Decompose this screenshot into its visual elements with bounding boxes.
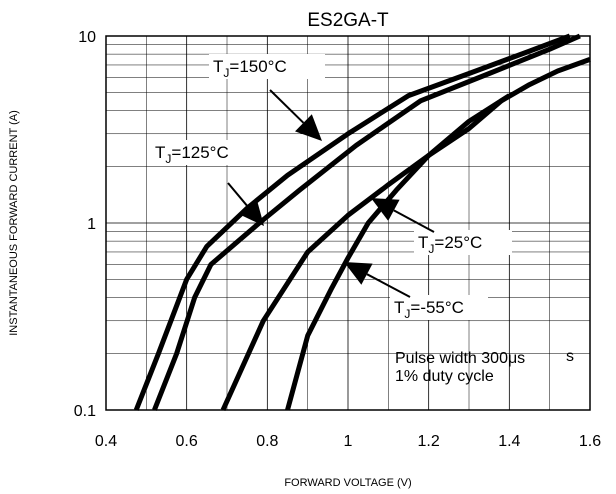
label-background [151, 140, 267, 165]
x-tick-label: 0.4 [95, 433, 117, 450]
y-tick-labels: 0.1 1 10 [74, 29, 96, 420]
arrow-shaft [393, 209, 435, 233]
x-tick-label: 1 [344, 433, 353, 450]
x-tick-label: 1.6 [579, 433, 601, 450]
series-line-4 [285, 93, 511, 411]
y-tick-label: 10 [78, 29, 96, 46]
arrow-head [344, 262, 373, 285]
arrow-shaft [227, 182, 249, 207]
x-tick-label: 0.8 [256, 433, 278, 450]
pulse-width-stray-s: s [566, 348, 574, 365]
series-label: TJ=25°C [418, 233, 482, 256]
y-tick-label: 1 [87, 216, 96, 233]
duty-cycle-note: 1% duty cycle [395, 368, 494, 385]
x-tick-labels: 0.4 0.6 0.8 1 1.2 1.4 1.6 [95, 433, 601, 450]
arrow-shaft [366, 273, 411, 298]
series-line-1 [133, 33, 571, 411]
label-background [209, 54, 325, 79]
arrow-head [295, 114, 322, 141]
x-axis-label: FORWARD VOLTAGE (V) [284, 477, 411, 489]
y-axis-label: INSTANTANEOUS FORWARD CURRENT (A) [8, 110, 20, 336]
x-tick-label: 1.4 [498, 433, 520, 450]
series-label: TJ=125°C [155, 143, 229, 166]
arrow-head [238, 198, 264, 226]
label-background [390, 295, 488, 320]
x-tick-label: 1.2 [418, 433, 440, 450]
pulse-width-note: Pulse width 300μs [395, 350, 525, 367]
series-layer [133, 33, 591, 412]
series-label: TJ=-55°C [394, 298, 464, 321]
plot-frame [105, 35, 591, 411]
series-line-2 [152, 33, 581, 411]
annotation-layer: TJ=150°C TJ=125°C TJ=25°C TJ=-55°C [151, 54, 512, 321]
label-background [414, 230, 512, 255]
arrow-head [371, 198, 400, 221]
arrow-shaft [269, 89, 305, 124]
series-label: TJ=150°C [213, 57, 287, 80]
x-tick-label: 0.6 [176, 433, 198, 450]
y-tick-label: 0.1 [74, 403, 96, 420]
chart-title: ES2GA-T [307, 10, 389, 31]
